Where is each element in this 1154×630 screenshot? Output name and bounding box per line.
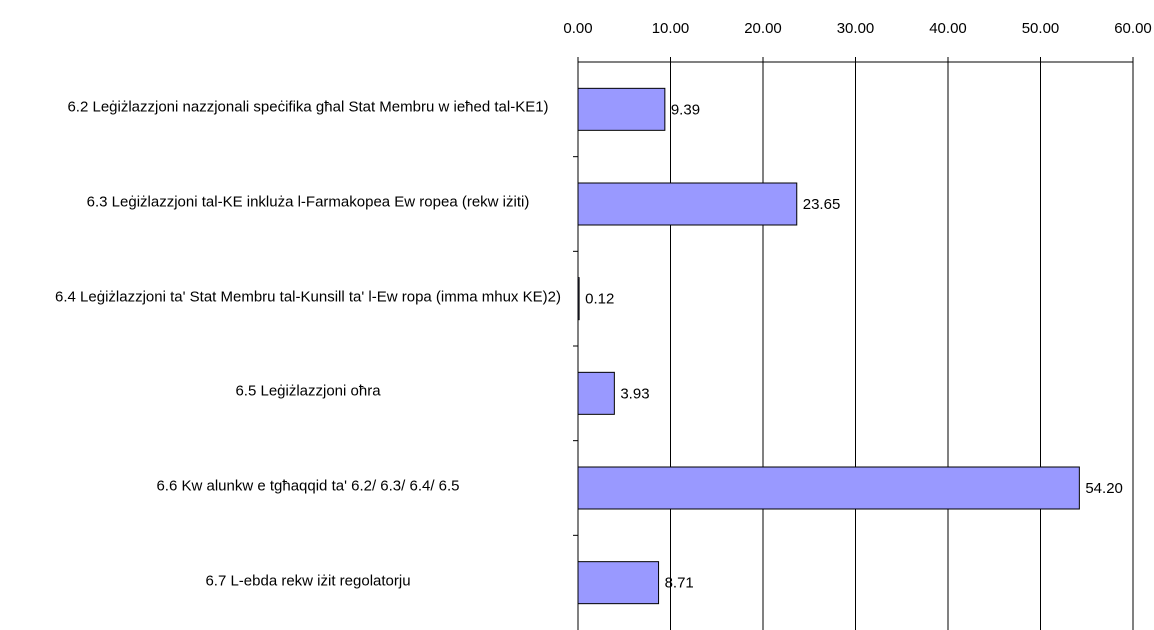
bar xyxy=(577,87,666,131)
x-tick-label: 50.00 xyxy=(1022,20,1060,37)
category-label: 6.5 Leġiżlazzjoni oħra xyxy=(235,382,381,400)
x-tick-label: 60.00 xyxy=(1114,20,1152,37)
bar xyxy=(577,182,798,226)
bar xyxy=(577,371,615,415)
bar xyxy=(577,561,660,605)
value-label: 8.71 xyxy=(665,575,694,592)
value-label: 0.12 xyxy=(585,291,614,308)
x-tick-label: 20.00 xyxy=(744,20,782,37)
x-tick-label: 10.00 xyxy=(652,20,690,37)
value-label: 9.39 xyxy=(671,101,700,118)
value-label: 54.20 xyxy=(1085,480,1123,497)
bar xyxy=(577,466,1080,510)
category-label: 6.2 Leġiżlazzjoni nazzjonali speċifika g… xyxy=(67,98,549,116)
bar xyxy=(577,277,580,321)
value-label: 23.65 xyxy=(803,196,841,213)
category-label: 6.4 Leġiżlazzjoni ta' Stat Membru tal-Ku… xyxy=(55,288,561,306)
category-label: 6.6 Kw alunkw e tgħaqqid ta' 6.2/ 6.3/ 6… xyxy=(156,477,460,495)
x-tick-label: 0.00 xyxy=(563,20,592,37)
x-tick-label: 30.00 xyxy=(837,20,875,37)
category-label: 6.3 Leġiżlazzjoni tal-KE inkluża l-Farma… xyxy=(86,193,530,211)
category-label: 6.7 L-ebda rekw iżit regolatorju xyxy=(205,572,411,590)
value-label: 3.93 xyxy=(620,385,649,402)
x-tick-label: 40.00 xyxy=(929,20,967,37)
